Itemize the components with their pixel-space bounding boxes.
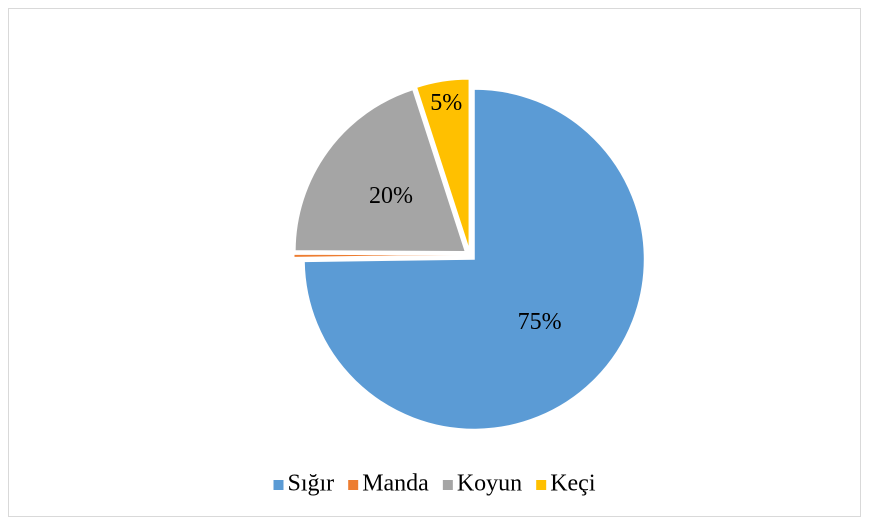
legend-swatch xyxy=(536,480,547,490)
legend-label: Sığır xyxy=(288,471,335,497)
data-label: 75% xyxy=(518,309,562,335)
data-label: 20% xyxy=(369,183,413,209)
legend-label: Keçi xyxy=(550,471,596,497)
pie-slice xyxy=(293,253,465,258)
legend-swatch xyxy=(442,480,453,490)
legend-label: Koyun xyxy=(457,471,522,497)
pie-slice xyxy=(303,88,645,430)
pie-slice xyxy=(416,78,470,250)
legend-label: Manda xyxy=(362,471,429,497)
legend-swatch xyxy=(348,480,359,490)
data-label: 5% xyxy=(430,90,462,116)
legend-swatch xyxy=(273,480,284,490)
pie-slice xyxy=(294,89,466,252)
